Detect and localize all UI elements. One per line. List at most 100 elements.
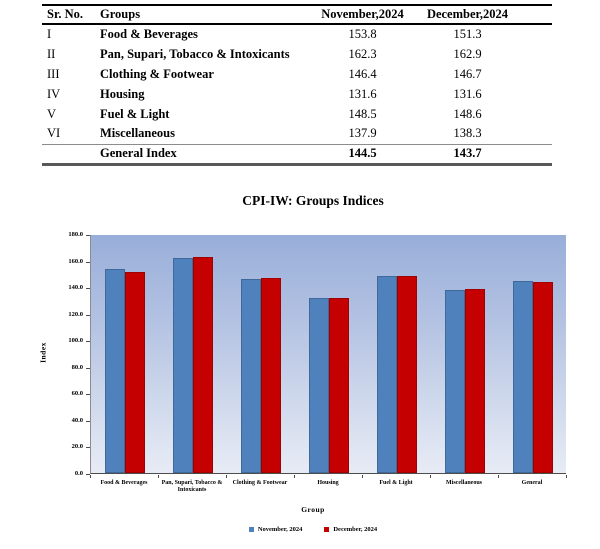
november-value-cell: 146.4 [348, 66, 377, 81]
x-tick-mark [498, 475, 499, 478]
x-category-label-food-beverages: Food & Beverages [100, 480, 148, 486]
x-tick-mark [362, 475, 363, 478]
spacer-cell [520, 44, 552, 64]
col-header-sr-no: Sr. No. [42, 5, 100, 25]
november-value-cell: 153.8 [348, 27, 377, 41]
bar-november-2024-general [513, 281, 533, 473]
y-tick-label: 40.0 [71, 416, 83, 424]
x-category-label-general: General [521, 480, 543, 486]
y-tick-label: 160.0 [68, 257, 83, 265]
x-tick-mark [294, 475, 295, 478]
december-value-cell: 138.3 [453, 126, 482, 141]
footer-spacer-cell [520, 143, 552, 166]
y-tick-mark [86, 288, 90, 290]
y-tick-label: 140.0 [68, 284, 83, 292]
bar-december-2024-food-beverages [125, 272, 145, 473]
y-tick-label: 60.0 [71, 390, 83, 398]
sr-no-cell: III [47, 66, 60, 81]
december-value-cell: 151.3 [453, 27, 482, 41]
bar-november-2024-clothing-footwear [241, 278, 261, 473]
footer-sr-cell [42, 143, 100, 166]
spacer-cell [520, 84, 552, 104]
group-cell: Miscellaneous [100, 126, 175, 141]
december-value-cell: 148.6 [453, 106, 482, 121]
spacer-cell [520, 104, 552, 124]
general-index-november-value: 144.5 [310, 143, 415, 166]
group-cell: Fuel & Light [100, 106, 170, 121]
bar-december-2024-general [533, 282, 553, 473]
legend-swatch-december-2024 [324, 527, 330, 532]
december-value-cell: 131.6 [453, 86, 482, 101]
table-row-fuel-light: V Fuel & Light 148.5 148.6 [42, 104, 552, 124]
y-tick-mark [86, 394, 90, 396]
table-row-miscellaneous: VI Miscellaneous 137.9 138.3 [42, 124, 552, 144]
group-cell: Food & Beverages [100, 27, 198, 41]
table-row-clothing-footwear: III Clothing & Footwear 146.4 146.7 [42, 64, 552, 84]
y-tick-mark [86, 314, 90, 316]
sr-no-cell: IV [47, 86, 61, 101]
x-category-label-housing: Housing [317, 480, 339, 486]
y-tick-label: 20.0 [71, 443, 83, 451]
bar-december-2024-miscellaneous [465, 289, 485, 473]
y-tick-label: 180.0 [68, 231, 83, 238]
general-index-december-value: 143.7 [415, 143, 520, 166]
x-category-label-clothing-footwear: Clothing & Footwear [232, 480, 288, 486]
group-cell: Clothing & Footwear [100, 66, 214, 81]
x-axis-title: Group [301, 505, 325, 514]
bar-december-2024-fuel-light [397, 275, 417, 473]
y-tick-mark [86, 447, 90, 449]
cpi-groups-chart: CPI-IW: Groups Indices Index 0.0 20.0 40.0… [35, 190, 591, 545]
x-tick-mark [226, 475, 227, 478]
sr-no-cell: VI [47, 126, 61, 141]
november-value-cell: 162.3 [348, 46, 377, 61]
november-value-cell: 131.6 [348, 86, 377, 101]
x-tick-mark [430, 475, 431, 478]
november-value-cell: 137.9 [348, 126, 377, 141]
y-tick-label: 80.0 [71, 363, 83, 371]
y-tick-mark [86, 367, 90, 369]
spacer-cell [520, 64, 552, 84]
legend-item-december-2024: December, 2024 [324, 526, 377, 533]
bar-november-2024-pan-supari-tobacco-intoxicants [173, 257, 193, 473]
x-tick-mark [566, 475, 567, 478]
col-header-spacer [520, 5, 552, 25]
x-tick-mark [158, 475, 159, 478]
sr-no-cell: V [47, 106, 57, 121]
chart-title: CPI-IW: Groups Indices [242, 193, 384, 208]
y-tick-mark [86, 341, 90, 343]
y-tick-mark [86, 261, 90, 263]
x-category-label-miscellaneous: Miscellaneous [446, 480, 482, 486]
general-index-label: General Index [100, 143, 310, 166]
bar-december-2024-clothing-footwear [261, 278, 281, 473]
sr-no-cell: I [47, 27, 52, 41]
spacer-cell [520, 124, 552, 144]
sr-no-cell: II [47, 46, 56, 61]
table-footer-row: General Index 144.5 143.7 [42, 143, 552, 166]
bar-november-2024-miscellaneous [445, 289, 465, 473]
y-tick-mark [86, 474, 90, 475]
x-category-label-pan-supari-tobacco-intoxicants: Pan, Supari, Tobacco & Intoxicants [161, 480, 223, 493]
group-cell: Housing [100, 86, 145, 101]
spacer-cell [520, 24, 552, 44]
y-axis-title: Index [38, 342, 48, 363]
bar-december-2024-pan-supari-tobacco-intoxicants [193, 256, 213, 473]
x-category-label-fuel-light: Fuel & Light [379, 480, 413, 486]
plot-area [90, 235, 566, 474]
y-tick-label: 0.0 [74, 470, 83, 477]
table-row-housing: IV Housing 131.6 131.6 [42, 84, 552, 104]
table-header-row: Sr. No. Groups November,2024 December,20… [42, 5, 552, 25]
chart-legend: November, 2024 December, 2024 [35, 526, 591, 533]
col-header-groups: Groups [100, 5, 310, 25]
legend-label-december-2024: December, 2024 [333, 526, 378, 533]
table-row-food-beverages: I Food & Beverages 153.8 151.3 [42, 24, 552, 44]
bar-november-2024-food-beverages [105, 268, 125, 473]
col-header-november: November,2024 [310, 5, 415, 25]
col-header-december: December,2024 [415, 5, 520, 25]
legend-swatch-november-2024 [248, 527, 254, 532]
legend-item-november-2024: November, 2024 [248, 526, 303, 533]
y-tick-mark [86, 420, 90, 422]
bar-november-2024-housing [309, 298, 329, 473]
legend-label-november-2024: November, 2024 [257, 526, 303, 533]
group-cell: Pan, Supari, Tobacco & Intoxicants [100, 46, 290, 61]
